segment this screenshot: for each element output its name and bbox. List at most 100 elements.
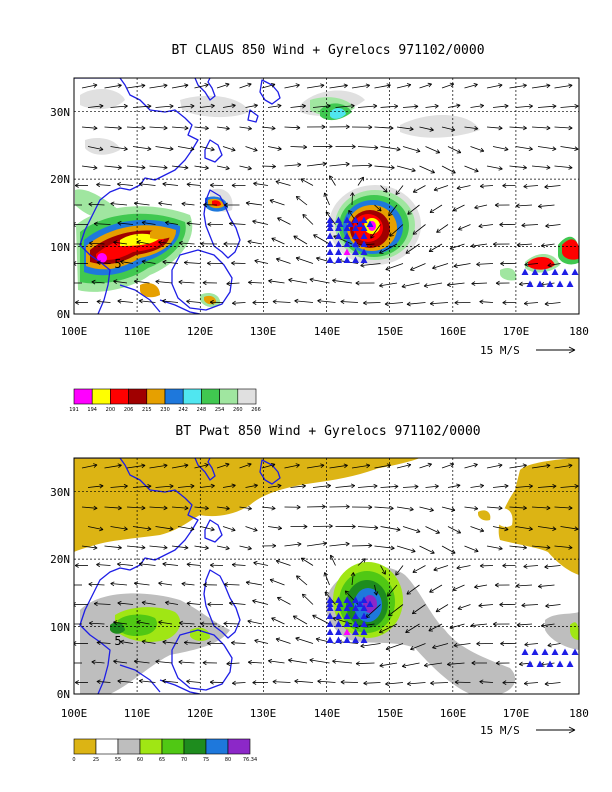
pwat-wind-arrow <box>284 543 302 547</box>
claus-wind-arrowhead <box>492 241 497 247</box>
pwat-wind-arrow <box>554 545 573 549</box>
pwat-wind-arrow <box>245 484 258 488</box>
pwat-wind-arrow <box>509 464 527 469</box>
pwat-wind-arrow <box>540 662 555 666</box>
claus-wind-arrow <box>544 185 561 188</box>
claus-wind-arrow <box>374 204 382 212</box>
claus-wind-arrowhead <box>498 166 503 171</box>
claus-wind-arrow <box>433 185 449 191</box>
pwat-wind-arrow <box>239 463 252 469</box>
claus-wind-arrow <box>87 146 104 150</box>
pwat-wind-arrowhead <box>163 505 168 511</box>
claus-wind-arrow <box>357 176 364 186</box>
pwat-wind-arrowhead <box>321 504 326 509</box>
pwat-wind-arrowhead <box>355 661 360 666</box>
claus-wind-arrow <box>396 84 411 89</box>
claus-wind-arrowhead <box>162 181 167 187</box>
claus-wind-arrowhead <box>184 125 189 131</box>
pwat-wind-arrowhead <box>225 545 230 551</box>
pwat-colorbar-swatch <box>117 738 141 755</box>
pwat-wind-arrow <box>126 464 146 469</box>
claus-wind-arrow <box>538 204 555 207</box>
claus-wind-arrowhead <box>169 146 174 152</box>
pwat-gyre-marker <box>335 604 342 611</box>
claus-wind-arrow <box>117 183 134 186</box>
pwat-wind-arrow <box>294 680 314 683</box>
pwat-gyre-marker <box>521 648 529 655</box>
pwat-wind-arrowhead <box>96 679 101 685</box>
claus-wind-arrowhead <box>141 165 146 170</box>
pwat-wind-arrowhead <box>315 637 321 642</box>
pwat-wind-arrowhead <box>428 627 433 632</box>
claus-wind-arrowhead <box>158 201 163 206</box>
claus-wind-arrowhead <box>502 300 507 305</box>
pwat-wind-arrow <box>560 485 579 488</box>
pwat-wind-arrow <box>429 584 443 593</box>
pwat-wind-arrowhead <box>245 580 251 586</box>
pwat-wind-arrow <box>524 643 539 646</box>
pwat-wind-arrow <box>464 506 478 510</box>
pwat-colorbar-label: 65 <box>159 757 165 763</box>
claus-wind-arrowhead <box>96 260 101 266</box>
pwat-wind-arrow <box>162 563 179 566</box>
claus-wind-arrow <box>87 105 104 108</box>
pwat-wind-arrowhead <box>498 463 503 468</box>
pwat-wind-arrow <box>470 526 484 532</box>
claus-gyre-marker <box>360 232 368 239</box>
pwat-wind-arrowhead <box>350 572 356 577</box>
pwat-wind-arrowhead <box>99 526 104 532</box>
claus-wind-arrow <box>360 263 381 267</box>
claus-wind-arrowhead <box>204 165 209 171</box>
pwat-wind-arrowhead <box>312 614 317 619</box>
claus-wind-arrowhead <box>68 281 72 285</box>
pwat-wind-arrowhead <box>162 678 167 684</box>
claus-wind-arrowhead <box>321 124 326 130</box>
claus-gyre-marker <box>546 280 554 287</box>
claus-wind-arrowhead <box>429 208 435 213</box>
claus-wind-arrow <box>81 126 98 129</box>
claus-wind-arrowhead <box>141 259 146 265</box>
claus-wind-arrow <box>374 165 395 169</box>
pwat-wind-arrow <box>301 557 314 566</box>
claus-wind-arrow <box>436 224 449 233</box>
pwat-wind-arrow <box>224 583 240 586</box>
pwat-wind-arrow <box>357 485 378 488</box>
pwat-wind-arrowhead <box>492 621 497 627</box>
pwat-wind-arrowhead <box>434 484 439 489</box>
claus-wind-arrow <box>81 165 98 169</box>
pwat-wind-arrow <box>309 659 330 664</box>
pwat-wind-arrowhead <box>178 620 183 626</box>
pwat-gyre-marker <box>571 648 579 655</box>
claus-wind-arrowhead <box>163 165 168 170</box>
claus-wind-arrowhead <box>454 300 459 306</box>
pwat-wind-arrowhead <box>396 527 401 532</box>
claus-wind-arrowhead <box>99 146 104 152</box>
claus-wind-arrowhead <box>449 82 455 88</box>
pwat-wind-arrowhead <box>457 605 463 611</box>
pwat-vector-reference-label: 15 M/S <box>480 724 520 737</box>
claus-wind-arrowhead <box>368 124 373 130</box>
claus-gyre-marker <box>566 280 574 287</box>
claus-wind-arrowhead <box>546 125 551 131</box>
claus-colorbar-swatch <box>91 388 111 405</box>
claus-xtick-4: 140E <box>314 325 341 338</box>
pwat-wind-arrow <box>547 643 561 646</box>
pwat-colorbar-label: 70 <box>181 757 187 763</box>
claus-wind-arrowhead <box>359 176 364 182</box>
pwat-gyre-marker <box>326 636 334 643</box>
claus-xtick-0: 100E <box>61 325 88 338</box>
pwat-wind-arrowhead <box>141 463 146 469</box>
claus-wind-arrow <box>247 240 263 245</box>
claus-wind-arrow <box>277 217 291 225</box>
pwat-wind-arrowhead <box>96 562 101 568</box>
pwat-wind-arrowhead <box>320 463 325 469</box>
pwat-wind-arrowhead <box>141 639 146 645</box>
claus-wind-arrowhead <box>350 103 355 109</box>
claus-wind-arrow <box>194 84 209 89</box>
pwat-wind-arrowhead <box>373 483 378 489</box>
pwat-wind-arrow <box>293 615 308 625</box>
claus-wind-arrow <box>329 163 350 167</box>
claus-wind-arrow <box>81 84 98 89</box>
pwat-wind-arrow <box>329 464 348 469</box>
claus-wind-arrow <box>165 221 179 225</box>
